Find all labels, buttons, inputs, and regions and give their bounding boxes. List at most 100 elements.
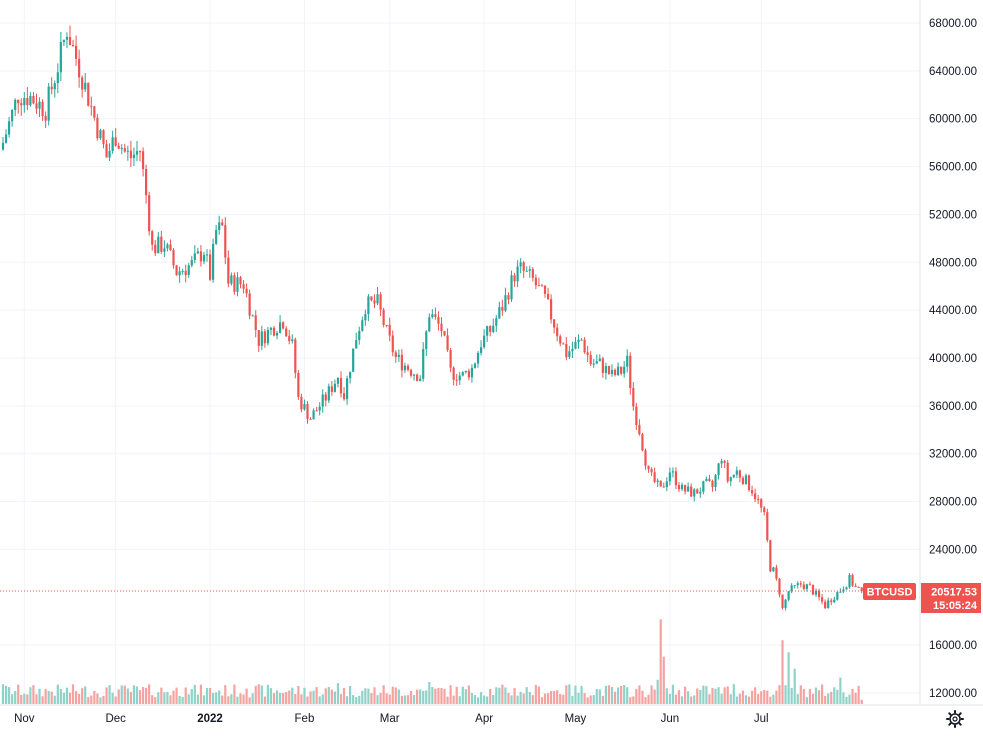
candle-body	[297, 372, 300, 397]
volume-bar	[224, 685, 227, 704]
volume-bar	[504, 687, 507, 704]
candle-body	[419, 378, 422, 381]
candle-body	[738, 470, 741, 478]
candle-body	[96, 117, 99, 139]
volume-bar	[309, 691, 312, 704]
candle-body	[263, 331, 266, 344]
volume-bar	[111, 692, 114, 704]
settings-gear-icon[interactable]	[946, 710, 964, 728]
symbol-tag-text: BTCUSD	[867, 587, 913, 599]
candle-body	[412, 374, 416, 376]
volume-bar	[522, 693, 525, 704]
volume-bar	[315, 687, 318, 704]
candle-body	[342, 393, 346, 400]
candle-body	[212, 243, 215, 280]
volume-bar	[345, 696, 349, 704]
candle-body	[510, 275, 513, 300]
candle-body	[629, 355, 632, 388]
candle-body	[723, 460, 726, 463]
volume-bar	[184, 687, 187, 704]
y-tick-label: 48000.00	[929, 257, 977, 269]
volume-bar	[148, 684, 151, 704]
volume-bar	[781, 640, 784, 704]
candle-body	[467, 370, 470, 378]
volume-bar	[680, 696, 684, 704]
candle-body	[702, 481, 705, 492]
candle-body	[534, 277, 537, 286]
volume-bar	[449, 685, 452, 704]
candle-body	[166, 244, 169, 249]
volume-bar	[644, 697, 647, 704]
candle-body	[397, 354, 400, 357]
candle-body	[714, 475, 717, 488]
candle-body	[833, 599, 836, 603]
volume-bar	[699, 690, 702, 704]
candle-body	[479, 347, 483, 353]
volume-bar	[659, 619, 662, 704]
candle-body	[29, 95, 32, 106]
candle-body	[333, 383, 337, 392]
volume-bar	[65, 687, 69, 704]
volume-bar	[732, 684, 735, 704]
x-tick-label: Mar	[380, 713, 400, 725]
candle-body	[41, 101, 44, 117]
candle-body	[352, 348, 355, 372]
candle-body	[693, 489, 696, 497]
volume-bar	[382, 685, 385, 704]
volume-bar	[784, 685, 787, 704]
y-tick-label: 68000.00	[929, 18, 977, 30]
volume-bar	[297, 685, 300, 704]
volume-bar	[215, 692, 218, 704]
volume-bar	[269, 688, 273, 704]
candle-body	[437, 317, 440, 324]
candle-body	[562, 343, 565, 345]
volume-bar	[81, 688, 84, 704]
candle-body	[35, 103, 38, 109]
candle-body	[266, 329, 270, 344]
volume-bar	[580, 685, 583, 704]
candle-body	[44, 116, 47, 121]
volume-bar	[546, 693, 550, 704]
volume-bar	[422, 690, 425, 704]
candle-body	[650, 469, 653, 473]
candle-body	[385, 324, 388, 326]
candle-body	[126, 150, 129, 152]
candle-body	[361, 320, 364, 331]
candle-body	[403, 365, 407, 371]
volume-bar	[291, 687, 294, 704]
volume-bar	[35, 694, 38, 704]
candle-body	[726, 462, 729, 482]
volume-bar	[26, 694, 29, 704]
volume-bar	[321, 694, 324, 704]
candle-body	[763, 507, 766, 513]
volume-bar	[808, 688, 812, 704]
volume-bar	[129, 691, 132, 704]
candle-body	[99, 130, 102, 139]
volume-bar	[842, 692, 845, 704]
candle-body	[811, 585, 815, 595]
volume-bar	[610, 687, 614, 704]
candle-body	[848, 575, 851, 588]
time-axis-bg[interactable]	[0, 705, 920, 732]
candle-body	[202, 254, 206, 262]
volume-bar	[754, 687, 757, 704]
candle-body	[233, 275, 236, 292]
volume-bar	[105, 687, 108, 704]
volume-bar	[750, 690, 754, 704]
candle-body	[607, 366, 611, 375]
volume-bar	[665, 688, 668, 704]
volume-bar	[519, 691, 522, 704]
candle-body	[720, 460, 723, 464]
candle-body	[699, 491, 702, 494]
candle-body	[254, 315, 257, 331]
volume-bar	[577, 692, 580, 704]
volume-bar	[638, 685, 641, 704]
candle-body	[148, 195, 151, 232]
candle-body	[190, 260, 193, 266]
volume-bar	[446, 696, 449, 704]
candle-body	[687, 486, 690, 492]
candle-body	[291, 339, 294, 341]
candle-body	[251, 315, 254, 317]
